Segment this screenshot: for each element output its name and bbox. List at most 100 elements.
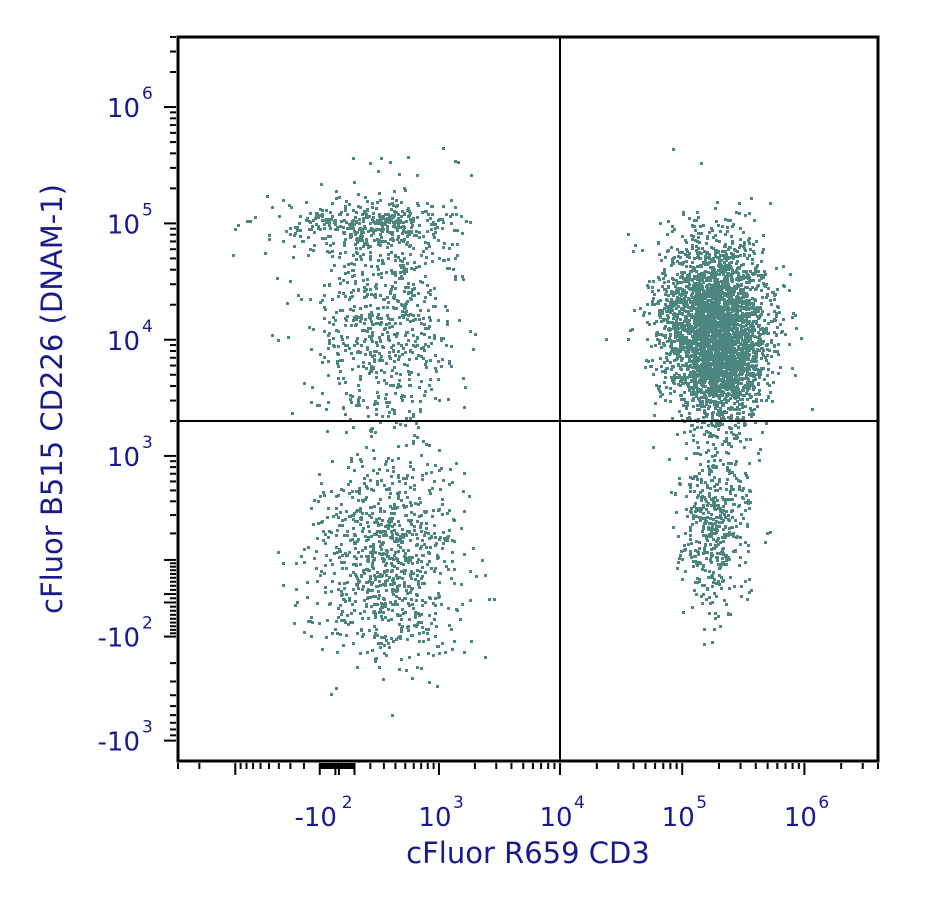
data-point <box>724 233 727 236</box>
data-point <box>366 200 369 203</box>
data-point <box>429 289 432 292</box>
data-point <box>372 367 375 370</box>
data-point <box>391 214 394 217</box>
data-point <box>757 392 760 395</box>
data-point <box>686 280 689 283</box>
data-point <box>744 501 747 504</box>
data-point <box>317 216 320 219</box>
data-point <box>762 332 765 335</box>
data-point <box>687 311 690 314</box>
data-point <box>691 366 694 369</box>
data-point <box>366 346 369 349</box>
data-point <box>703 643 706 646</box>
data-point <box>742 321 745 324</box>
data-point <box>652 446 655 449</box>
data-point <box>430 342 433 345</box>
data-point <box>739 238 742 241</box>
data-point <box>707 465 710 468</box>
data-point <box>739 288 742 291</box>
data-point <box>407 207 410 210</box>
data-point <box>670 346 673 349</box>
data-point <box>725 372 728 375</box>
data-point <box>758 389 761 392</box>
data-point <box>717 507 720 510</box>
data-point <box>702 527 705 530</box>
data-point <box>682 611 685 614</box>
data-point <box>692 327 695 330</box>
data-point <box>328 342 331 345</box>
data-point <box>767 313 770 316</box>
data-point <box>411 224 414 227</box>
data-point <box>370 265 373 268</box>
data-point <box>722 310 725 313</box>
data-point <box>412 440 415 443</box>
data-point <box>680 336 683 339</box>
data-point <box>695 270 698 273</box>
data-point <box>756 348 759 351</box>
data-point <box>773 344 776 347</box>
data-point <box>720 551 723 554</box>
data-point <box>692 359 695 362</box>
data-point <box>739 377 742 380</box>
data-point <box>741 403 744 406</box>
data-point <box>673 312 676 315</box>
data-point <box>731 327 734 330</box>
data-point <box>792 312 795 315</box>
data-point <box>746 314 749 317</box>
data-point <box>344 206 347 209</box>
data-point <box>699 510 702 513</box>
data-point <box>434 305 437 308</box>
data-point <box>737 388 740 391</box>
data-point <box>701 379 704 382</box>
data-point <box>687 254 690 257</box>
data-point <box>742 368 745 371</box>
data-point <box>811 408 814 411</box>
data-point <box>736 366 739 369</box>
data-point <box>773 294 776 297</box>
data-point <box>708 596 711 599</box>
data-point <box>761 352 764 355</box>
data-point <box>366 330 369 333</box>
data-point <box>675 307 678 310</box>
data-point <box>422 357 425 360</box>
data-point <box>693 475 696 478</box>
data-point <box>246 220 249 223</box>
data-point <box>360 232 363 235</box>
data-point <box>715 281 718 284</box>
data-point <box>377 273 380 276</box>
data-point <box>751 327 754 330</box>
data-point <box>684 346 687 349</box>
data-point <box>308 326 311 329</box>
data-point <box>723 292 726 295</box>
data-point <box>410 395 413 398</box>
data-point <box>394 271 397 274</box>
data-point <box>704 544 707 547</box>
data-point <box>718 370 721 373</box>
data-point <box>296 229 299 232</box>
data-point <box>665 352 668 355</box>
data-point <box>762 367 765 370</box>
data-point <box>747 544 750 547</box>
data-point <box>687 297 690 300</box>
data-point <box>771 400 774 403</box>
data-point <box>695 219 698 222</box>
data-point <box>356 252 359 255</box>
data-point <box>678 251 681 254</box>
data-point <box>731 498 734 501</box>
data-point <box>725 431 728 434</box>
data-point <box>704 569 707 572</box>
data-point <box>469 330 472 333</box>
data-point <box>384 218 387 221</box>
data-point <box>702 345 705 348</box>
data-point <box>697 418 700 421</box>
data-point <box>690 542 693 545</box>
data-point <box>703 274 706 277</box>
data-point <box>408 378 411 381</box>
data-point <box>736 330 739 333</box>
data-point <box>696 404 699 407</box>
data-point <box>716 349 719 352</box>
data-point <box>732 287 735 290</box>
data-point <box>663 272 666 275</box>
data-point <box>433 334 436 337</box>
